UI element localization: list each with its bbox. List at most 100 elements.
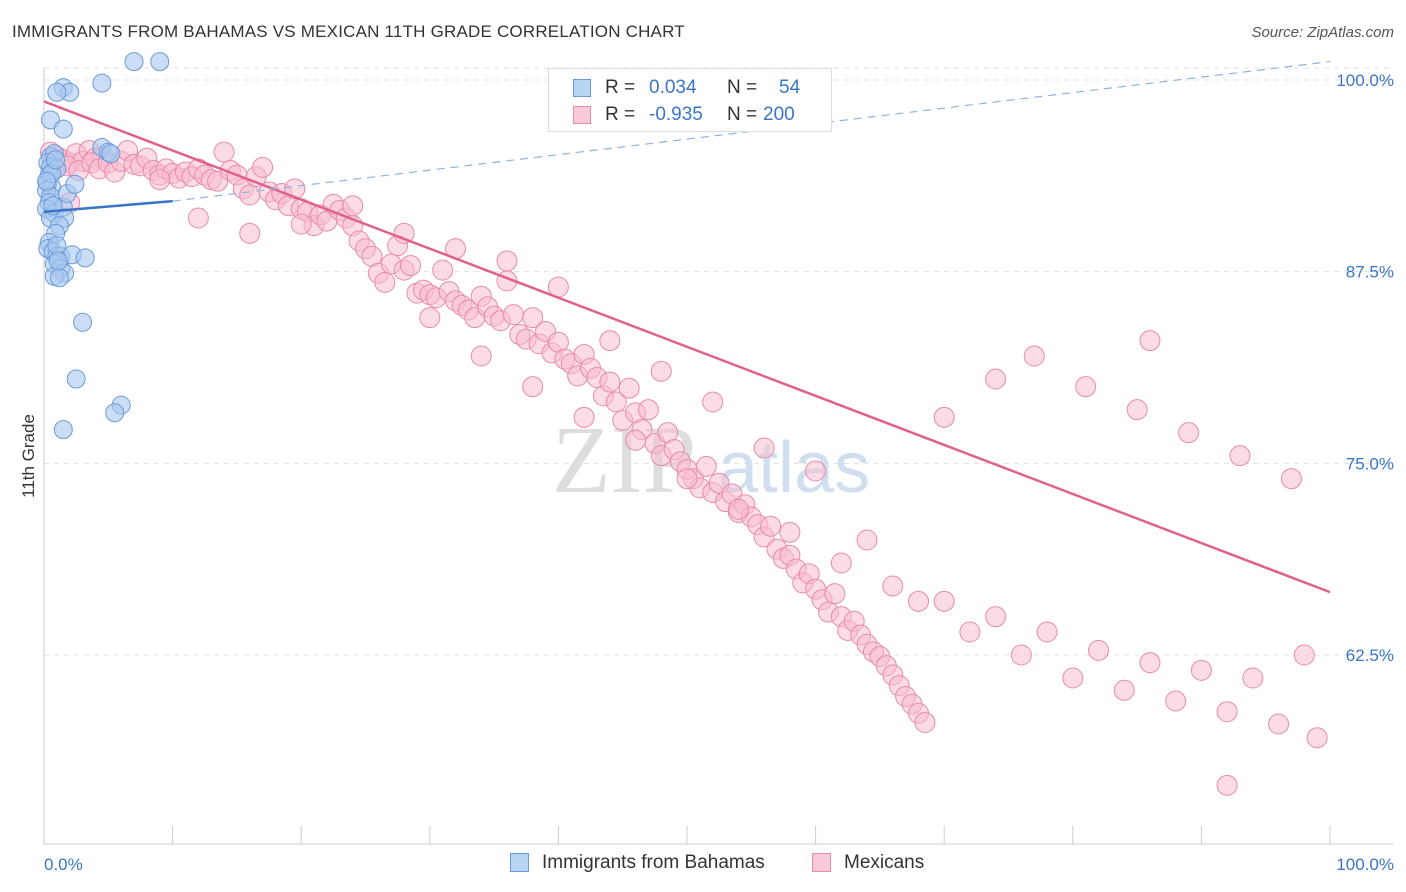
legend-n-value: 200 xyxy=(763,104,795,125)
bahamas-trend-dashed xyxy=(172,61,1331,202)
source-label: Source: ZipAtlas.com xyxy=(1251,24,1394,41)
mexicans-point xyxy=(933,590,955,612)
stats-legend: R = 0.034 N = 54 R = -0.935 N = 200 xyxy=(548,68,832,132)
legend-r-value: 0.034 xyxy=(649,77,697,98)
mexicans-point xyxy=(599,371,621,393)
bahamas-point xyxy=(92,73,112,93)
mexicans-point xyxy=(1293,644,1315,666)
mexicans-point xyxy=(187,207,209,229)
mexicans-points xyxy=(39,140,1328,796)
mexicans-point xyxy=(1268,713,1290,735)
x-tick-label: 0.0% xyxy=(44,855,83,874)
bahamas-point xyxy=(65,174,85,194)
mexicans-point xyxy=(1023,345,1045,367)
mexicans-point xyxy=(1190,659,1212,681)
mexicans-point xyxy=(637,399,659,421)
bahamas-points xyxy=(37,52,170,440)
mexicans-point xyxy=(290,213,312,235)
bahamas-point xyxy=(105,403,125,423)
mexicans-point xyxy=(1126,399,1148,421)
legend-swatch-pink xyxy=(573,106,591,124)
mexicans-point xyxy=(830,552,852,574)
mexicans-point xyxy=(419,307,441,329)
bahamas-point xyxy=(124,52,144,72)
bottom-legend-label: Mexicans xyxy=(844,852,925,873)
mexicans-point xyxy=(933,406,955,428)
bahamas-point xyxy=(101,144,121,164)
trend-lines xyxy=(43,61,1331,594)
mexicans-point xyxy=(1088,639,1110,661)
mexicans-point xyxy=(599,330,621,352)
mexicans-point xyxy=(695,455,717,477)
mexicans-point xyxy=(239,184,261,206)
mexicans-point xyxy=(1010,644,1032,666)
mexicans-point xyxy=(1242,667,1264,689)
legend-r-label: R = xyxy=(605,104,636,125)
mexicans-point xyxy=(1139,330,1161,352)
mexicans-point xyxy=(985,606,1007,628)
mexicans-point xyxy=(252,156,274,178)
bahamas-point xyxy=(73,312,93,332)
mexicans-point xyxy=(522,376,544,398)
mexicans-point xyxy=(213,141,235,163)
mexicans-point xyxy=(496,250,518,272)
legend-swatch-blue xyxy=(573,79,591,97)
bahamas-point xyxy=(48,251,68,271)
mexicans-point xyxy=(959,621,981,643)
chart-title: IMMIGRANTS FROM BAHAMAS VS MEXICAN 11TH … xyxy=(12,22,685,41)
y-tick-label: 75.0% xyxy=(1346,454,1394,473)
mexicans-point xyxy=(393,222,415,244)
mexicans-point xyxy=(470,345,492,367)
mexicans-point xyxy=(1178,422,1200,444)
mexicans-point xyxy=(1280,468,1302,490)
bahamas-point xyxy=(37,171,57,191)
mexicans-point xyxy=(522,307,544,329)
bahamas-point xyxy=(53,119,73,139)
bahamas-point xyxy=(46,150,66,170)
legend-n-label: N = xyxy=(727,104,758,125)
bahamas-point xyxy=(47,82,67,102)
bahamas-point xyxy=(40,110,60,130)
mexicans-point xyxy=(805,460,827,482)
grid-lines xyxy=(43,67,1394,844)
mexicans-point xyxy=(914,711,936,733)
mexicans-point xyxy=(1216,774,1238,796)
mexicans-point xyxy=(400,255,422,277)
bottom-legend-label: Immigrants from Bahamas xyxy=(542,852,765,873)
bahamas-point xyxy=(150,52,170,72)
mexicans-point xyxy=(573,406,595,428)
mexicans-point xyxy=(432,259,454,281)
mexicans-point xyxy=(625,429,647,451)
mexicans-point xyxy=(1062,667,1084,689)
mexicans-point xyxy=(702,391,724,413)
legend-r-value: -0.935 xyxy=(649,104,703,125)
mexicans-point xyxy=(779,521,801,543)
bahamas-trend-line xyxy=(43,199,173,214)
mexicans-point xyxy=(605,391,627,413)
mexicans-point xyxy=(1113,679,1135,701)
mexicans-point xyxy=(149,169,171,191)
mexicans-point xyxy=(882,575,904,597)
legend-n-label: N = xyxy=(727,77,758,98)
mexicans-point xyxy=(856,529,878,551)
mexicans-trend-line xyxy=(43,100,1331,594)
bahamas-point xyxy=(49,268,69,288)
bottom-legend-swatch-pink xyxy=(812,853,831,872)
mexicans-point xyxy=(618,377,640,399)
y-axis-label: 11th Grade xyxy=(19,414,38,498)
mexicans-point xyxy=(1139,652,1161,674)
legend-n-value: 54 xyxy=(779,77,801,98)
y-tick-label: 100.0% xyxy=(1336,71,1394,90)
mexicans-point xyxy=(374,271,396,293)
bottom-legend-swatch-blue xyxy=(510,853,529,872)
mexicans-point xyxy=(1036,621,1058,643)
mexicans-point xyxy=(239,222,261,244)
mexicans-point xyxy=(753,437,775,459)
mexicans-point xyxy=(824,583,846,605)
mexicans-point xyxy=(907,590,929,612)
mexicans-point xyxy=(727,498,749,520)
mexicans-point xyxy=(676,468,698,490)
mexicans-point xyxy=(760,515,782,537)
mexicans-point xyxy=(284,178,306,200)
